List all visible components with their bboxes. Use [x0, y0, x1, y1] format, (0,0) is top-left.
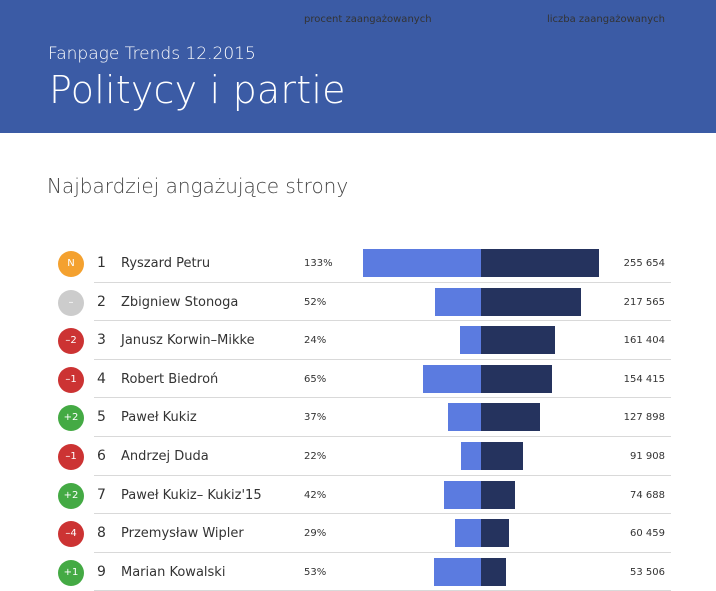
rank-number: 9 [97, 563, 106, 580]
rank-number: 1 [97, 255, 106, 271]
page-name: Paweł Kukiz [121, 410, 197, 426]
row-divider [94, 551, 671, 553]
page-name: Ryszard Petru [121, 256, 211, 271]
percent-label: 37% [304, 412, 327, 424]
table-row: –1 6 Andrzej Duda 22% 91 908 [0, 437, 716, 476]
rank-number: 3 [97, 332, 106, 349]
table-row: +1 9 Marian Kowalski 53% 53 506 [0, 553, 716, 591]
count-bar [481, 364, 553, 393]
percent-label: 53% [304, 566, 327, 578]
count-label: 161 404 [623, 335, 665, 347]
count-label: 53 506 [630, 566, 665, 578]
rank-change-badge: –1 [58, 444, 84, 470]
percent-label: 29% [304, 528, 327, 540]
percent-bar [459, 326, 481, 355]
rank-number: 8 [97, 525, 106, 542]
count-bar [481, 249, 599, 277]
section-title: Najbardziej angażujące strony [47, 174, 349, 198]
page-name: Marian Kowalski [121, 564, 226, 580]
table-row: N 1 Ryszard Petru 133% 255 654 [0, 244, 716, 283]
rank-number: 7 [97, 486, 106, 503]
table-row: –1 4 Robert Biedroń 65% 154 415 [0, 360, 716, 399]
column-header-percent: procent zaangażowanych [304, 14, 432, 25]
count-label: 255 654 [623, 258, 665, 269]
table-row: –2 3 Janusz Korwin–Mikke 24% 161 404 [0, 321, 716, 360]
page-name: Paweł Kukiz– Kukiz'15 [121, 487, 262, 503]
count-label: 217 565 [623, 296, 665, 308]
rank-change-badge: +2 [58, 405, 84, 432]
page-name: Janusz Korwin–Mikke [121, 333, 255, 349]
row-divider [94, 320, 671, 322]
row-divider [94, 397, 671, 399]
table-row: +2 5 Paweł Kukiz 37% 127 898 [0, 398, 716, 437]
count-bar [481, 480, 516, 509]
rank-number: 6 [97, 448, 106, 464]
percent-label: 24% [304, 335, 327, 347]
rank-change-badge: +1 [58, 559, 84, 586]
row-divider [94, 474, 671, 476]
rank-change-badge: N [58, 251, 84, 277]
rank-change-badge: – [58, 289, 84, 316]
table-row: –4 8 Przemysław Wipler 29% 60 459 [0, 514, 716, 553]
page-name: Robert Biedroń [121, 371, 219, 387]
row-divider [94, 435, 671, 437]
count-bar [481, 287, 582, 316]
rank-change-badge: –2 [58, 328, 84, 355]
page-name: Przemysław Wipler [121, 526, 244, 542]
page-name: Andrzej Duda [121, 449, 209, 464]
rank-number: 2 [97, 293, 106, 310]
percent-bar [455, 519, 481, 548]
count-label: 91 908 [630, 451, 665, 462]
percent-bar [434, 287, 481, 316]
percent-bar [363, 249, 481, 277]
table-row: –2 Zbigniew Stonoga 52% 217 565 [0, 283, 716, 322]
rank-change-badge: –4 [58, 521, 84, 548]
count-bar [481, 557, 506, 586]
table-row: +2 7 Paweł Kukiz– Kukiz'15 42% 74 688 [0, 476, 716, 515]
count-bar [481, 442, 524, 470]
percent-label: 65% [304, 373, 327, 385]
column-header-count: liczba zaangażowanych [546, 14, 665, 25]
row-divider [94, 513, 671, 515]
percent-bar [448, 403, 481, 432]
percent-bar [423, 364, 481, 393]
page-title: Politycy i partie [49, 68, 346, 112]
rank-number: 4 [97, 370, 106, 387]
rank-number: 5 [97, 409, 106, 426]
percent-label: 42% [304, 489, 327, 501]
percent-label: 52% [304, 296, 327, 308]
count-label: 60 459 [630, 528, 665, 540]
count-label: 127 898 [623, 412, 665, 424]
percent-bar [443, 480, 481, 509]
header-subtitle: Fanpage Trends 12.2015 [48, 44, 256, 64]
header-banner: Fanpage Trends 12.2015 Politycy i partie [0, 0, 716, 133]
count-bar [481, 326, 556, 355]
count-bar [481, 403, 541, 432]
percent-bar [461, 442, 481, 470]
percent-label: 22% [304, 451, 327, 462]
rank-change-badge: –1 [58, 366, 84, 393]
count-bar [481, 519, 509, 548]
row-divider [94, 358, 671, 360]
count-label: 154 415 [623, 373, 665, 385]
page-name: Zbigniew Stonoga [121, 294, 239, 310]
rank-change-badge: +2 [58, 482, 84, 509]
percent-bar [433, 557, 481, 586]
percent-label: 133% [304, 258, 333, 269]
row-divider [94, 281, 671, 283]
count-label: 74 688 [630, 489, 665, 501]
